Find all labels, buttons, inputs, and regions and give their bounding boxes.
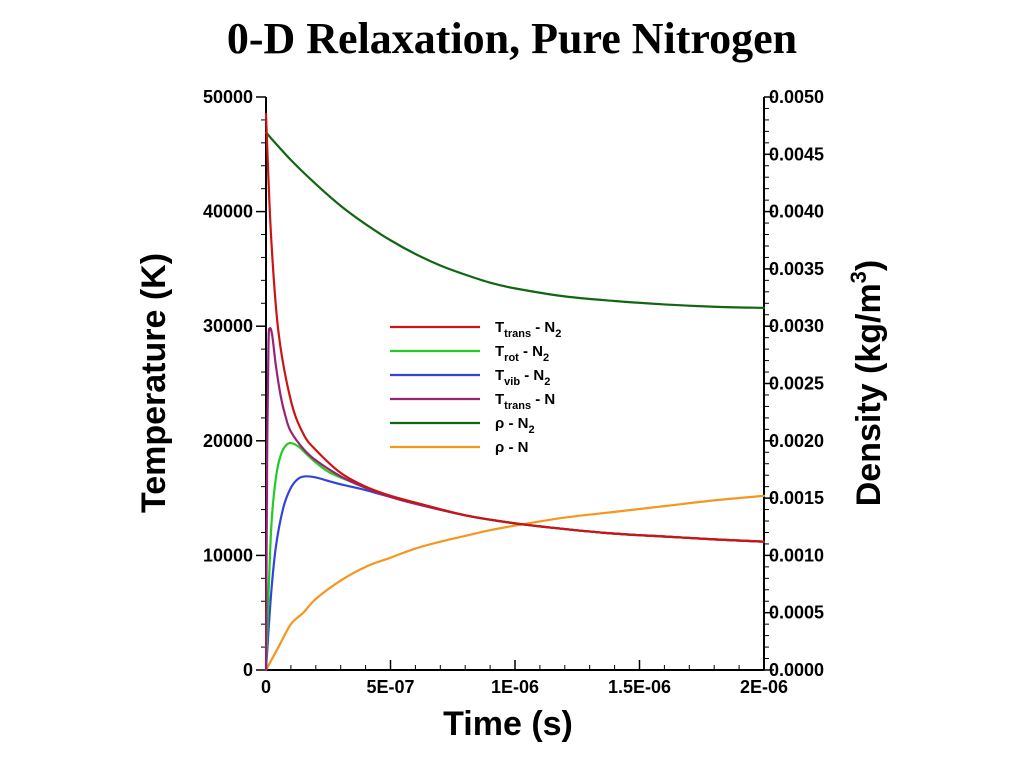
axis-ticks: 0 5E-07 1E-06 1.5E-06 2E-06 0 10000 20000 30000 4…	[203, 87, 824, 697]
y-left-tick-label: 20000	[203, 431, 253, 451]
y-right-tick-label: 0.0045	[769, 144, 824, 164]
y-left-axis-title: Temperature (K)	[135, 253, 173, 513]
legend-label: ρ - N	[495, 439, 528, 456]
y-right-tick-label: 0.0030	[769, 316, 824, 336]
legend-label: Ttrans - N	[495, 391, 555, 412]
series-line	[264, 131, 766, 309]
legend-label: ρ - N2	[495, 415, 535, 436]
legend-entry: ρ - N	[390, 439, 528, 456]
legend-entry: Ttrans - N	[390, 391, 555, 412]
legend-subscript: 2	[544, 376, 550, 388]
y-right-tick-label: 0.0000	[769, 660, 824, 680]
x-axis-title: Time (s)	[443, 705, 573, 743]
legend-subscript: vib	[504, 376, 520, 388]
y-right-tick-label: 0.0040	[769, 202, 824, 222]
x-tick-label: 1E-06	[491, 677, 539, 697]
legend-text-part: - N	[504, 439, 528, 456]
y-left-tick-label: 10000	[203, 545, 253, 565]
legend-subscript: 2	[528, 424, 534, 436]
legend-text-part: - N	[531, 391, 555, 408]
legend-text-part: T	[495, 319, 504, 336]
series-line	[264, 494, 766, 672]
legend-entry: Tvib - N2	[390, 367, 550, 388]
y-right-tick-label: 0.0025	[769, 374, 824, 394]
x-tick-label: 2E-06	[740, 677, 788, 697]
y-left-tick-label: 40000	[203, 202, 253, 222]
legend-subscript: 2	[543, 352, 549, 364]
chart-title: 0-D Relaxation, Pure Nitrogen	[227, 14, 797, 63]
y-right-axis-title: Density (kg/m3)	[846, 260, 888, 507]
y-right-axis-title-close: )	[850, 260, 888, 271]
y-left-tick-label: 0	[243, 660, 253, 680]
legend-text-part: ρ	[495, 415, 504, 432]
y-right-tick-label: 0.0035	[769, 259, 824, 279]
y-right-axis-title-main: Density (kg/m	[850, 283, 888, 506]
legend-text-part: ρ	[495, 439, 504, 456]
y-left-tick-label: 30000	[203, 316, 253, 336]
legend-text-part: T	[495, 367, 504, 384]
legend-entry: Trot - N2	[390, 343, 549, 364]
y-right-tick-label: 0.0050	[769, 87, 824, 107]
series-line	[264, 113, 766, 543]
legend-subscript: trans	[504, 328, 531, 340]
y-right-tick-label: 0.0015	[769, 488, 824, 508]
legend-text-part: - N	[520, 367, 544, 384]
y-right-tick-label: 0.0020	[769, 431, 824, 451]
legend-label: Trot - N2	[495, 343, 549, 364]
series-line	[264, 475, 766, 672]
series-layer	[264, 113, 766, 672]
legend-subscript: rot	[504, 352, 519, 364]
legend-subscript: trans	[504, 400, 531, 412]
legend-entry: ρ - N2	[390, 415, 535, 436]
y-right-axis-title-sup: 3	[846, 271, 871, 283]
x-tick-label: 1.5E-06	[608, 677, 671, 697]
legend-subscript: 2	[555, 328, 561, 340]
y-right-tick-label: 0.0010	[769, 545, 824, 565]
y-right-tick-label: 0.0005	[769, 603, 824, 623]
legend-entry: Ttrans - N2	[390, 319, 561, 340]
legend-label: Ttrans - N2	[495, 319, 561, 340]
legend-text-part: T	[495, 343, 504, 360]
legend-text-part: - N	[519, 343, 543, 360]
legend-text-part: T	[495, 391, 504, 408]
x-tick-label: 0	[261, 677, 271, 697]
x-tick-label: 5E-07	[366, 677, 414, 697]
legend-text-part: - N	[504, 415, 528, 432]
y-left-tick-label: 50000	[203, 87, 253, 107]
legend-label: Tvib - N2	[495, 367, 550, 388]
legend-text-part: - N	[531, 319, 555, 336]
